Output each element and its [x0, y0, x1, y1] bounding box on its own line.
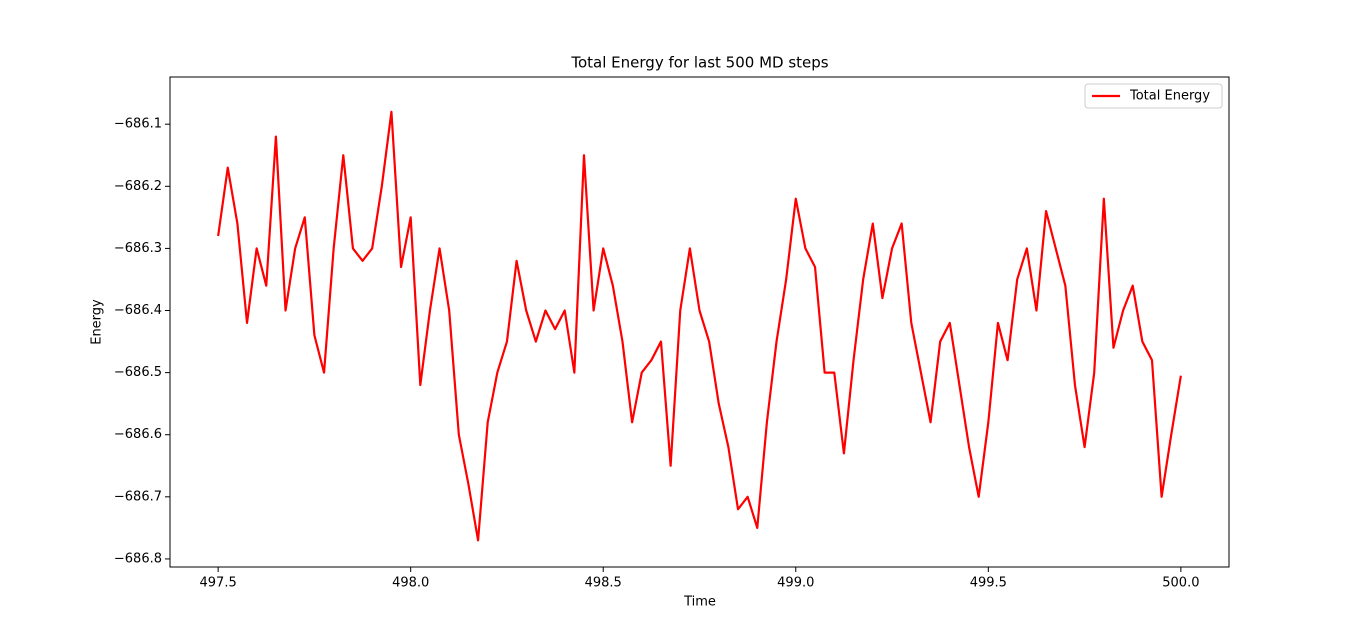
plot-frame — [169, 76, 1230, 568]
x-axis-label: Time — [683, 595, 716, 610]
x-tick-label: 499.0 — [777, 576, 814, 591]
x-tick-label: 500.0 — [1162, 576, 1199, 591]
x-tick-label: 498.5 — [585, 576, 622, 591]
legend-label: Total Energy — [1129, 89, 1210, 104]
y-tick-label: −686.3 — [114, 241, 162, 256]
legend-box — [1084, 83, 1223, 109]
x-tick-label: 499.5 — [970, 576, 1007, 591]
y-tick-label: −686.6 — [114, 427, 162, 442]
x-tick-label: 498.0 — [392, 576, 429, 591]
y-axis-label: Energy — [90, 299, 105, 345]
y-tick-label: −686.2 — [114, 179, 162, 194]
y-tick-label: −686.8 — [114, 551, 162, 566]
y-tick-label: −686.7 — [114, 489, 162, 504]
y-tick-label: −686.1 — [114, 117, 162, 132]
y-tick-label: −686.5 — [114, 365, 162, 380]
y-tick-label: −686.4 — [114, 303, 162, 318]
x-tick-label: 497.5 — [200, 576, 237, 591]
data-line — [217, 110, 1182, 542]
chart-title: Total Energy for last 500 MD steps — [570, 54, 828, 72]
